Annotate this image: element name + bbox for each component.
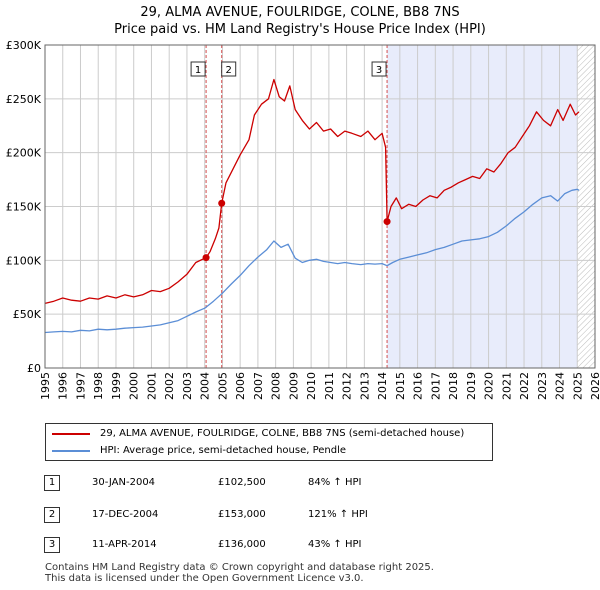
x-tick-label: 1995	[39, 372, 52, 400]
legend-label-property: 29, ALMA AVENUE, FOULRIDGE, COLNE, BB8 7…	[100, 428, 465, 439]
transaction-date: 11-APR-2014	[92, 539, 157, 550]
sale-point-marker	[383, 218, 391, 226]
x-tick-label: 2003	[181, 372, 194, 400]
legend-label-hpi: HPI: Average price, semi-detached house,…	[100, 445, 347, 456]
transaction-hpi: 84% ↑ HPI	[308, 477, 362, 488]
x-tick-label: 2001	[145, 372, 158, 400]
x-tick-label: 2011	[323, 372, 336, 400]
legend-swatch-blue	[52, 450, 90, 452]
x-tick-label: 1997	[74, 372, 87, 400]
x-tick-label: 2020	[483, 372, 496, 400]
transaction-hpi: 43% ↑ HPI	[308, 539, 362, 550]
x-tick-label: 2014	[376, 372, 389, 400]
x-tick-label: 2000	[128, 372, 141, 400]
x-tick-label: 2022	[518, 372, 531, 400]
x-tick-label: 2015	[394, 372, 407, 400]
y-tick-label: £0	[27, 362, 41, 375]
x-tick-label: 2017	[429, 372, 442, 400]
transaction-date: 30-JAN-2004	[92, 477, 156, 488]
x-tick-label: 1996	[57, 372, 70, 400]
transaction-date: 17-DEC-2004	[92, 509, 159, 520]
x-tick-label: 2010	[305, 372, 318, 400]
x-tick-label: 2008	[270, 372, 283, 400]
x-tick-label: 2007	[252, 372, 265, 400]
legend: 29, ALMA AVENUE, FOULRIDGE, COLNE, BB8 7…	[45, 423, 493, 461]
transaction-price: £102,500	[218, 477, 266, 488]
sale-point-marker	[218, 199, 226, 207]
x-tick-label: 2009	[287, 372, 300, 400]
x-tick-label: 2024	[554, 372, 567, 400]
x-tick-label: 2018	[447, 372, 460, 400]
x-tick-label: 2026	[589, 372, 600, 400]
y-tick-label: £150K	[6, 201, 42, 214]
transaction-number: 1	[44, 475, 60, 491]
y-tick-label: £250K	[6, 93, 42, 106]
x-tick-label: 2012	[341, 372, 354, 400]
x-tick-label: 2013	[358, 372, 371, 400]
y-tick-label: £50K	[13, 308, 42, 321]
x-tick-label: 2016	[412, 372, 425, 400]
event-marker-label: 3	[376, 65, 382, 76]
chart-subtitle: Price paid vs. HM Land Registry's House …	[114, 22, 486, 37]
series-line-property	[44, 78, 580, 305]
x-tick-label: 2005	[216, 372, 229, 400]
transaction-number: 2	[44, 507, 60, 523]
transaction-price: £153,000	[218, 509, 266, 520]
transaction-price: £136,000	[218, 539, 266, 550]
x-tick-label: 2004	[199, 372, 212, 400]
transaction-number: 3	[44, 537, 60, 553]
event-marker-box	[221, 61, 237, 77]
plot-frame	[44, 44, 596, 369]
event-marker-box	[190, 61, 206, 77]
footer-licence: This data is licensed under the Open Gov…	[45, 573, 364, 584]
chart-title: 29, ALMA AVENUE, FOULRIDGE, COLNE, BB8 7…	[140, 5, 460, 20]
x-tick-label: 1998	[92, 372, 105, 400]
event-marker-label: 1	[195, 65, 201, 76]
transaction-hpi: 121% ↑ HPI	[308, 509, 368, 520]
x-tick-label: 2023	[536, 372, 549, 400]
x-tick-label: 2025	[571, 372, 584, 400]
event-marker-box	[371, 61, 387, 77]
x-tick-label: 2021	[500, 372, 513, 400]
x-tick-label: 2019	[465, 372, 478, 400]
y-tick-label: £300K	[6, 39, 42, 52]
footer-copyright: Contains HM Land Registry data © Crown c…	[45, 562, 434, 573]
price-chart: £0 £50K £100K £150K £200K £250K £300K 1995 1996 1…	[6, 39, 600, 400]
y-tick-label: £200K	[6, 147, 42, 160]
event-marker-label: 2	[226, 65, 232, 76]
x-tick-label: 2002	[163, 372, 176, 400]
y-tick-label: £100K	[6, 254, 42, 267]
legend-swatch-red	[52, 433, 90, 435]
x-tick-label: 2006	[234, 372, 247, 400]
series-line-hpi	[44, 188, 580, 334]
x-tick-label: 1999	[110, 372, 123, 400]
sale-point-marker	[202, 254, 210, 262]
